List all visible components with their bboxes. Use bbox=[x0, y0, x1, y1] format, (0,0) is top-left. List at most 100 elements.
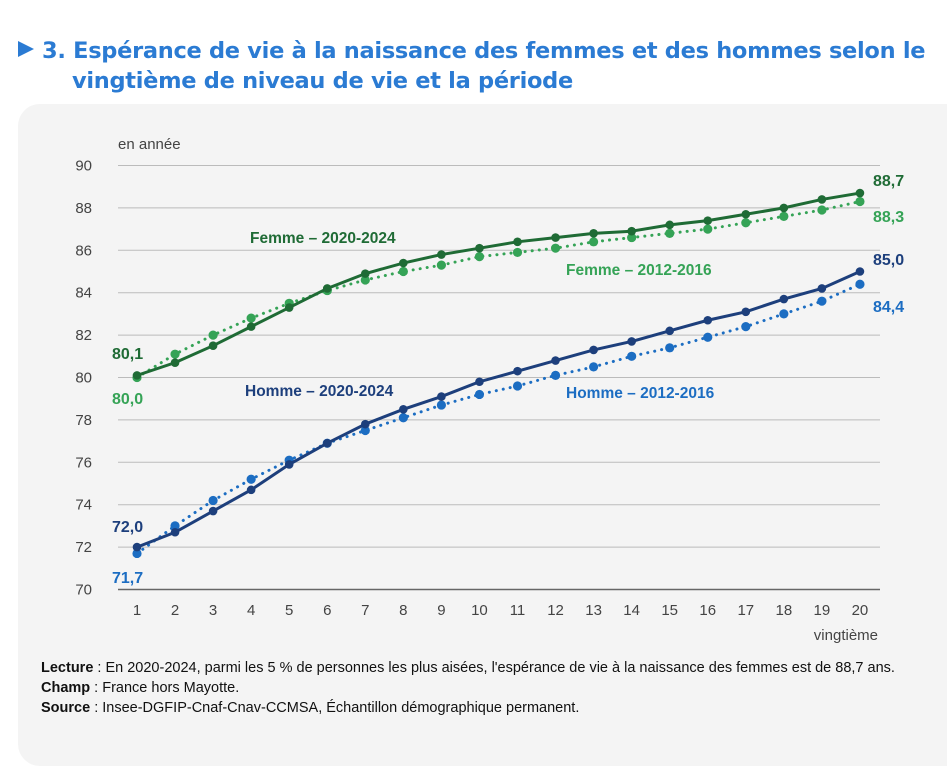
x-tick-label: 19 bbox=[814, 602, 831, 619]
data-point bbox=[361, 419, 370, 429]
x-tick-label: 13 bbox=[585, 602, 602, 619]
data-point bbox=[208, 495, 218, 506]
y-axis-label: en année bbox=[118, 136, 181, 153]
data-point bbox=[512, 381, 523, 391]
data-point bbox=[550, 370, 561, 380]
data-point bbox=[284, 460, 294, 469]
data-point bbox=[817, 195, 827, 204]
series-label: Femme – 2020-2024 bbox=[250, 230, 396, 247]
chart-notes: Lecture : En 2020-2024, parmi les 5 % de… bbox=[41, 658, 941, 718]
data-point bbox=[741, 209, 751, 219]
data-point bbox=[170, 521, 180, 531]
data-point bbox=[855, 279, 865, 289]
data-point bbox=[703, 216, 713, 225]
chart-title: 3. Espérance de vie à la naissance des f… bbox=[18, 36, 943, 96]
note-lecture: Lecture : En 2020-2024, parmi les 5 % de… bbox=[41, 658, 941, 678]
data-point bbox=[550, 243, 561, 253]
data-point bbox=[665, 343, 675, 353]
data-point bbox=[399, 405, 408, 414]
data-point bbox=[665, 326, 674, 336]
source-label: Source bbox=[41, 700, 91, 716]
data-point bbox=[208, 330, 218, 340]
y-tick-label: 82 bbox=[75, 327, 92, 344]
data-point bbox=[132, 542, 142, 552]
end-value-label: 88,7 bbox=[873, 173, 904, 190]
data-point bbox=[779, 211, 789, 221]
x-tick-label: 9 bbox=[437, 602, 445, 619]
start-value-label: 80,0 bbox=[112, 391, 143, 408]
data-point bbox=[436, 400, 446, 410]
x-tick-label: 7 bbox=[361, 602, 369, 619]
x-tick-label: 14 bbox=[623, 602, 640, 619]
data-point bbox=[399, 258, 408, 268]
title-line-2: vingtième de niveau de vie et la période bbox=[72, 68, 573, 94]
lecture-label: Lecture bbox=[41, 660, 94, 676]
y-tick-label: 74 bbox=[75, 497, 92, 514]
data-point bbox=[513, 366, 522, 376]
data-point bbox=[246, 474, 256, 484]
x-tick-label: 12 bbox=[547, 602, 564, 619]
x-tick-label: 17 bbox=[737, 602, 754, 619]
data-point bbox=[779, 203, 789, 213]
data-point bbox=[551, 356, 560, 365]
data-point bbox=[398, 413, 408, 423]
data-point bbox=[589, 345, 598, 355]
start-value-label: 71,7 bbox=[112, 570, 143, 587]
y-tick-label: 80 bbox=[75, 370, 92, 387]
data-point bbox=[589, 237, 599, 247]
source-text: : Insee-DGFIP-Cnaf-Cnav-CCMSA, Échantill… bbox=[90, 700, 580, 716]
data-point bbox=[551, 233, 560, 242]
x-tick-label: 20 bbox=[852, 602, 869, 619]
data-point bbox=[855, 188, 865, 198]
series-label: Femme – 2012-2016 bbox=[566, 262, 712, 279]
data-point bbox=[817, 284, 827, 293]
data-point bbox=[703, 332, 713, 342]
series-label: Homme – 2020-2024 bbox=[245, 383, 394, 400]
data-point bbox=[360, 425, 370, 436]
champ-label: Champ bbox=[41, 680, 91, 696]
triangle-bullet-icon bbox=[18, 41, 34, 57]
data-point bbox=[512, 247, 523, 258]
data-point bbox=[703, 315, 713, 325]
data-point bbox=[627, 232, 637, 243]
data-point bbox=[589, 229, 598, 238]
data-point bbox=[361, 269, 370, 278]
data-point bbox=[170, 358, 180, 367]
data-point bbox=[627, 337, 636, 346]
data-point bbox=[246, 322, 256, 331]
data-point bbox=[437, 250, 446, 259]
data-point bbox=[132, 371, 142, 380]
data-point bbox=[208, 341, 218, 351]
x-tick-label: 15 bbox=[661, 602, 678, 619]
data-point bbox=[398, 266, 408, 277]
data-point bbox=[132, 548, 142, 559]
data-point bbox=[665, 228, 675, 238]
data-point bbox=[474, 252, 485, 262]
data-point bbox=[627, 351, 637, 361]
data-point bbox=[589, 362, 599, 372]
data-point bbox=[817, 296, 827, 306]
x-tick-label: 4 bbox=[247, 602, 255, 619]
y-tick-label: 84 bbox=[75, 285, 92, 302]
x-tick-label: 8 bbox=[399, 602, 407, 619]
x-tick-label: 5 bbox=[285, 602, 293, 619]
y-tick-label: 72 bbox=[75, 539, 92, 556]
start-value-label: 80,1 bbox=[112, 346, 143, 363]
data-point bbox=[627, 226, 636, 236]
data-point bbox=[741, 322, 751, 332]
note-source: Source : Insee-DGFIP-Cnaf-Cnav-CCMSA, Éc… bbox=[41, 698, 941, 718]
series-line bbox=[136, 270, 861, 549]
data-point bbox=[246, 313, 256, 323]
data-point bbox=[855, 267, 865, 276]
x-tick-label: 3 bbox=[209, 602, 217, 619]
series-line bbox=[136, 191, 861, 377]
y-tick-label: 76 bbox=[75, 454, 92, 471]
data-point bbox=[703, 224, 713, 234]
end-value-label: 85,0 bbox=[873, 252, 904, 269]
x-tick-label: 6 bbox=[323, 602, 331, 619]
x-tick-label: 16 bbox=[699, 602, 716, 619]
data-point bbox=[170, 527, 180, 537]
x-tick-label: 2 bbox=[171, 602, 179, 619]
data-point bbox=[513, 237, 522, 247]
